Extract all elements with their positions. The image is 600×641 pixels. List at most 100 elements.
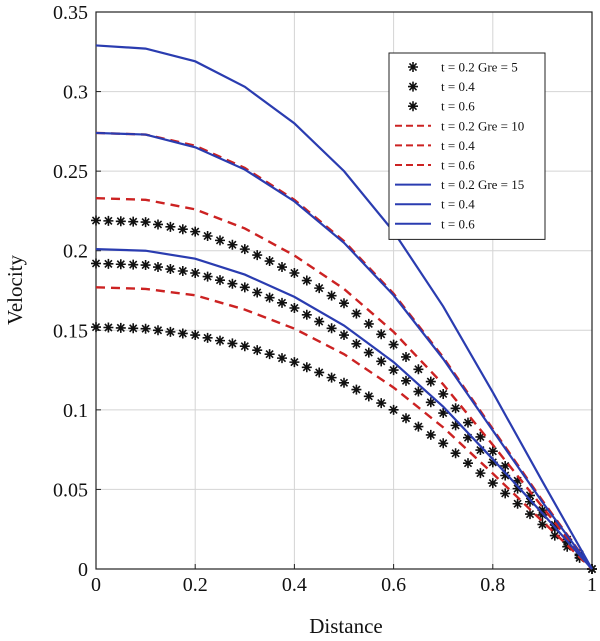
dashed-line	[95, 286, 593, 570]
star-marker	[301, 275, 312, 286]
star-marker	[525, 496, 535, 507]
legend-star-marker	[408, 62, 418, 72]
legend-label: t = 0.4	[441, 138, 475, 153]
series-dashed-5	[95, 286, 593, 570]
legend-label: t = 0.6	[441, 99, 475, 114]
y-tick-label: 0.3	[63, 82, 88, 104]
star-marker	[301, 362, 312, 373]
star-marker	[363, 347, 374, 358]
star-marker	[500, 460, 511, 471]
legend-entry: t = 0.2 Gre = 10	[395, 118, 524, 133]
star-marker	[425, 376, 436, 387]
legend-entry: t = 0.4	[408, 79, 475, 94]
star-marker	[425, 429, 436, 440]
star-marker	[252, 287, 263, 298]
star-marker	[165, 326, 176, 337]
star-marker	[264, 256, 275, 267]
star-marker	[463, 417, 473, 428]
star-marker	[215, 275, 225, 286]
star-marker	[549, 530, 560, 541]
star-marker	[314, 367, 325, 378]
solid-line	[95, 131, 593, 570]
y-tick-label: 0.35	[53, 2, 88, 24]
star-marker	[264, 292, 275, 303]
series-star-1	[91, 258, 597, 574]
star-marker	[239, 244, 250, 255]
star-marker	[376, 356, 387, 367]
x-tick-label: 0.8	[480, 574, 505, 596]
star-marker	[475, 431, 486, 442]
series-solid-6	[95, 44, 593, 570]
star-marker	[351, 384, 362, 395]
star-marker	[177, 224, 188, 235]
star-marker	[363, 318, 374, 329]
star-marker	[215, 335, 225, 346]
star-marker	[103, 258, 114, 269]
star-marker	[438, 388, 449, 399]
y-axis-label: Velocity	[3, 255, 27, 325]
star-marker	[450, 448, 461, 459]
legend-label: t = 0.4	[441, 197, 475, 212]
star-marker	[202, 271, 213, 282]
star-marker	[376, 398, 387, 409]
star-marker	[277, 353, 287, 364]
star-marker	[314, 283, 325, 294]
star-marker	[289, 267, 300, 278]
x-axis-label: Distance	[309, 614, 382, 638]
star-marker	[413, 364, 424, 375]
star-marker	[177, 328, 188, 339]
star-marker	[463, 432, 473, 443]
star-marker	[227, 278, 238, 289]
dashed-line	[95, 196, 593, 570]
star-marker	[388, 404, 399, 415]
star-marker	[227, 239, 238, 250]
star-marker	[314, 316, 325, 327]
legend-label: t = 0.2 Gre = 10	[441, 118, 524, 133]
star-marker	[277, 297, 287, 308]
y-tick-label: 0.2	[63, 241, 88, 263]
axes: 0 0.2 0.4 0.6 0.8 1 0 0.05 0.1 0.15 0.2 0.25 0.3 0.35	[53, 2, 597, 596]
star-marker	[351, 308, 362, 319]
star-marker	[401, 351, 411, 362]
star-marker	[326, 323, 337, 334]
x-tick-label: 1	[587, 574, 597, 596]
solid-line	[95, 44, 593, 570]
star-marker	[487, 446, 498, 457]
star-marker	[227, 338, 238, 349]
star-marker	[487, 457, 498, 468]
star-marker	[475, 468, 486, 479]
star-marker	[525, 490, 535, 501]
legend-entry: t = 0.2 Gre = 5	[408, 60, 518, 75]
star-marker	[128, 216, 139, 227]
star-marker	[91, 322, 101, 333]
star-marker	[190, 226, 201, 237]
star-marker	[537, 519, 548, 530]
star-marker	[91, 258, 101, 269]
star-marker	[388, 339, 399, 350]
y-tick-label: 0	[78, 559, 88, 581]
y-tick-label: 0.15	[53, 320, 88, 342]
star-marker	[500, 488, 511, 499]
star-marker	[115, 216, 126, 227]
solid-line	[95, 248, 593, 570]
legend-entry: t = 0.4	[395, 197, 475, 212]
star-marker	[339, 298, 349, 309]
series-dashed-3	[95, 196, 593, 570]
star-marker	[115, 322, 126, 333]
y-tick-label: 0.05	[53, 479, 88, 501]
legend-entry: t = 0.6	[408, 99, 475, 114]
plot-frame	[95, 11, 593, 570]
star-marker	[190, 330, 201, 341]
star-marker	[190, 267, 201, 278]
star-marker	[289, 357, 300, 368]
star-marker	[239, 341, 250, 352]
star-marker	[140, 260, 151, 271]
legend-star-marker	[408, 101, 418, 112]
star-marker	[326, 372, 337, 383]
star-marker	[450, 420, 461, 431]
star-marker	[512, 475, 523, 486]
star-marker	[413, 421, 424, 432]
star-marker	[289, 303, 300, 314]
star-marker	[103, 215, 114, 226]
